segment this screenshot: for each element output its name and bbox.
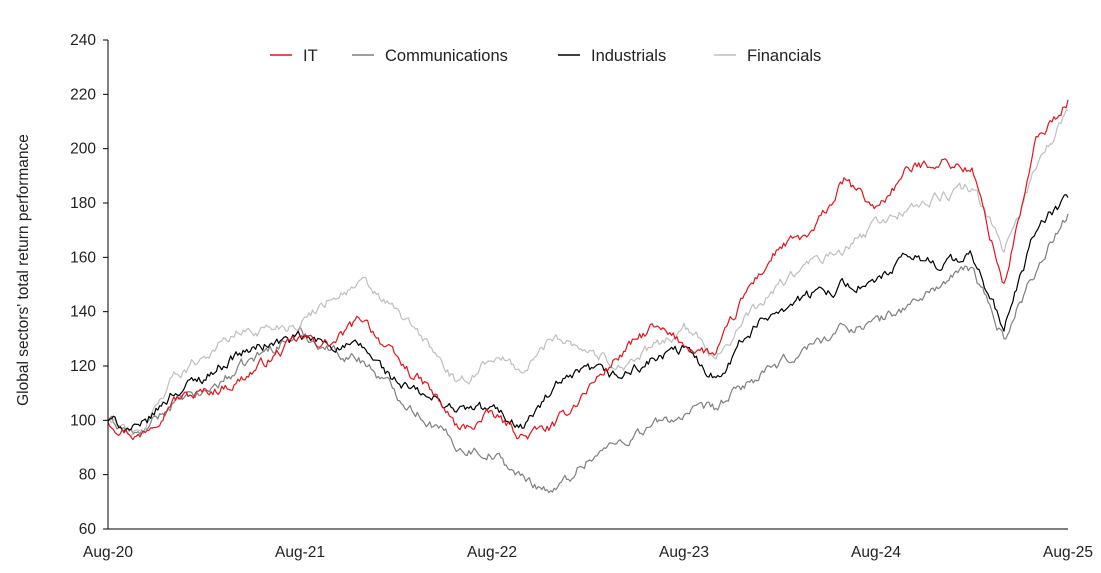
y-tick-label: 200 [70,141,96,158]
series-line-financials [107,109,1069,438]
x-tick-label: Aug-25 [1043,544,1093,561]
legend-label: Financials [747,47,821,65]
y-axis-label: Global sectors' total return performance [15,134,32,406]
series-lines [107,99,1069,494]
series-line-communications [107,213,1069,494]
y-tick-label: 220 [70,86,96,103]
legend-label: Industrials [591,47,666,65]
x-tick-label: Aug-22 [467,544,517,561]
y-tick-label: 80 [79,467,97,484]
x-tick-label: Aug-21 [275,544,325,561]
y-axis-ticks: 60 80 100 120 140 160 180 200 220 240 [70,32,108,538]
y-tick-label: 100 [70,412,96,429]
series-line-it [107,99,1069,441]
legend-label: Communications [385,47,508,65]
series-line-industrials [107,194,1069,433]
x-tick-label: Aug-20 [83,544,133,561]
y-tick-label: 140 [70,304,96,321]
y-tick-label: 180 [70,195,96,212]
y-tick-label: 240 [70,32,96,49]
y-tick-label: 60 [79,521,97,538]
y-tick-label: 120 [70,358,96,375]
x-tick-label: Aug-23 [659,544,709,561]
x-axis-ticks: Aug-20 Aug-21 Aug-22 Aug-23 Aug-24 Aug-25 [83,544,1093,561]
x-tick-label: Aug-24 [851,544,901,561]
y-tick-label: 160 [70,249,96,266]
legend-label: IT [303,47,318,65]
legend: IT Communications Industrials Financials [270,47,821,65]
